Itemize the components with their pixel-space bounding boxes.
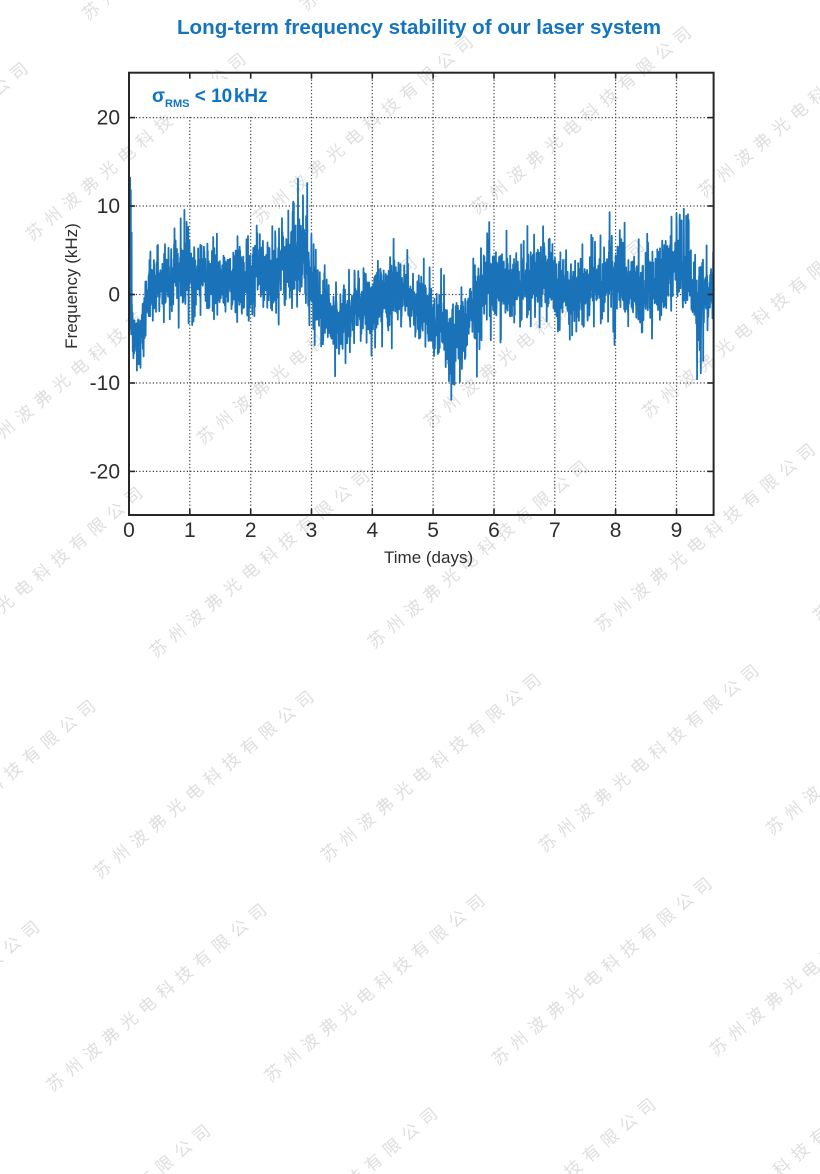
svg-text:9: 9 [671, 519, 683, 542]
svg-text:20: 20 [97, 107, 120, 130]
svg-text:0: 0 [123, 519, 135, 542]
svg-text:2: 2 [245, 519, 257, 542]
svg-text:1: 1 [184, 519, 196, 542]
svg-text:10: 10 [97, 195, 120, 218]
svg-text:-10: -10 [90, 372, 120, 395]
svg-text:7: 7 [549, 519, 561, 542]
svg-text:0: 0 [108, 284, 120, 307]
svg-text:3: 3 [306, 519, 318, 542]
svg-text:8: 8 [610, 519, 622, 542]
svg-text:5: 5 [427, 519, 439, 542]
svg-text:6: 6 [488, 519, 500, 542]
svg-text:-20: -20 [90, 460, 120, 483]
svg-text:4: 4 [366, 519, 378, 542]
